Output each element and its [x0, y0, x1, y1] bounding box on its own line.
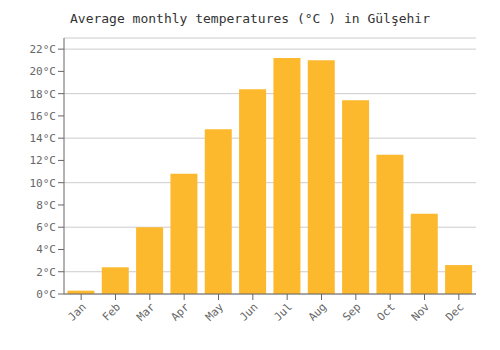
svg-text:Aug: Aug [306, 300, 329, 323]
svg-text:20°C: 20°C [30, 65, 57, 78]
svg-text:Dec: Dec [443, 300, 466, 323]
svg-text:Sep: Sep [340, 300, 363, 323]
svg-text:2°C: 2°C [36, 266, 56, 279]
svg-text:16°C: 16°C [30, 110, 57, 123]
svg-text:Oct: Oct [375, 300, 398, 323]
svg-text:Nov: Nov [409, 300, 433, 324]
svg-text:6°C: 6°C [36, 221, 56, 234]
svg-text:18°C: 18°C [30, 88, 57, 101]
svg-text:Mar: Mar [134, 300, 158, 324]
svg-text:8°C: 8°C [36, 199, 56, 212]
svg-text:0°C: 0°C [36, 288, 56, 301]
svg-text:Apr: Apr [169, 300, 193, 324]
svg-text:4°C: 4°C [36, 243, 56, 256]
svg-text:Feb: Feb [100, 300, 123, 323]
svg-text:May: May [203, 300, 227, 324]
svg-text:14°C: 14°C [30, 132, 57, 145]
svg-text:Jan: Jan [66, 300, 89, 323]
svg-text:12°C: 12°C [30, 154, 57, 167]
svg-text:10°C: 10°C [30, 177, 57, 190]
svg-text:Jun: Jun [237, 300, 260, 323]
html-text:Average monthly temperatures (: Average monthly temperatures (°C ) in Gü… [70, 11, 430, 26]
svg-text:Jul: Jul [272, 300, 295, 323]
svg-text:22°C: 22°C [30, 43, 57, 56]
